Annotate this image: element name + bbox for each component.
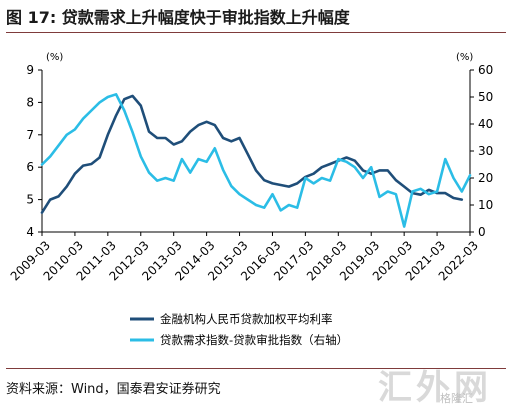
watermark-sub: 格隆汇 [440, 392, 473, 405]
title-rule [6, 32, 506, 33]
legend-label: 贷款需求指数-贷款审批指数（右轴） [160, 333, 348, 347]
chart-series [40, 93, 472, 228]
y-tick-label-left: 7 [26, 128, 34, 142]
series-line-demand-minus-approval [40, 93, 472, 228]
y-tick-label-right: 60 [478, 63, 493, 77]
y-tick-label-left: 8 [26, 95, 34, 109]
y-tick-label-left: 4 [26, 225, 34, 239]
legend-label: 金融机构人民币贷款加权平均利率 [160, 312, 333, 326]
y-tick-label-right: 0 [478, 225, 486, 239]
y-tick-label-right: 50 [478, 90, 493, 104]
series-line-loan-rate [40, 94, 464, 214]
y-tick-label-left: 6 [26, 160, 34, 174]
y-tick-label-right: 10 [478, 198, 493, 212]
source-rule [6, 368, 506, 369]
y-tick-label-right: 30 [478, 144, 493, 158]
y-tick-label-left: 9 [26, 63, 34, 77]
y-axis-left-unit: (%) [46, 52, 63, 63]
y-tick-label-left: 5 [26, 193, 34, 207]
figure-title: 图 17: 贷款需求上升幅度快于审批指数上升幅度 [6, 8, 350, 27]
y-tick-label-right: 40 [478, 117, 493, 131]
source-note: 资料来源：Wind，国泰君安证券研究 [6, 382, 221, 397]
watermark: 汇外网 [378, 368, 492, 408]
y-tick-label-right: 20 [478, 171, 493, 185]
y-axis-right-unit: (%) [456, 52, 473, 63]
